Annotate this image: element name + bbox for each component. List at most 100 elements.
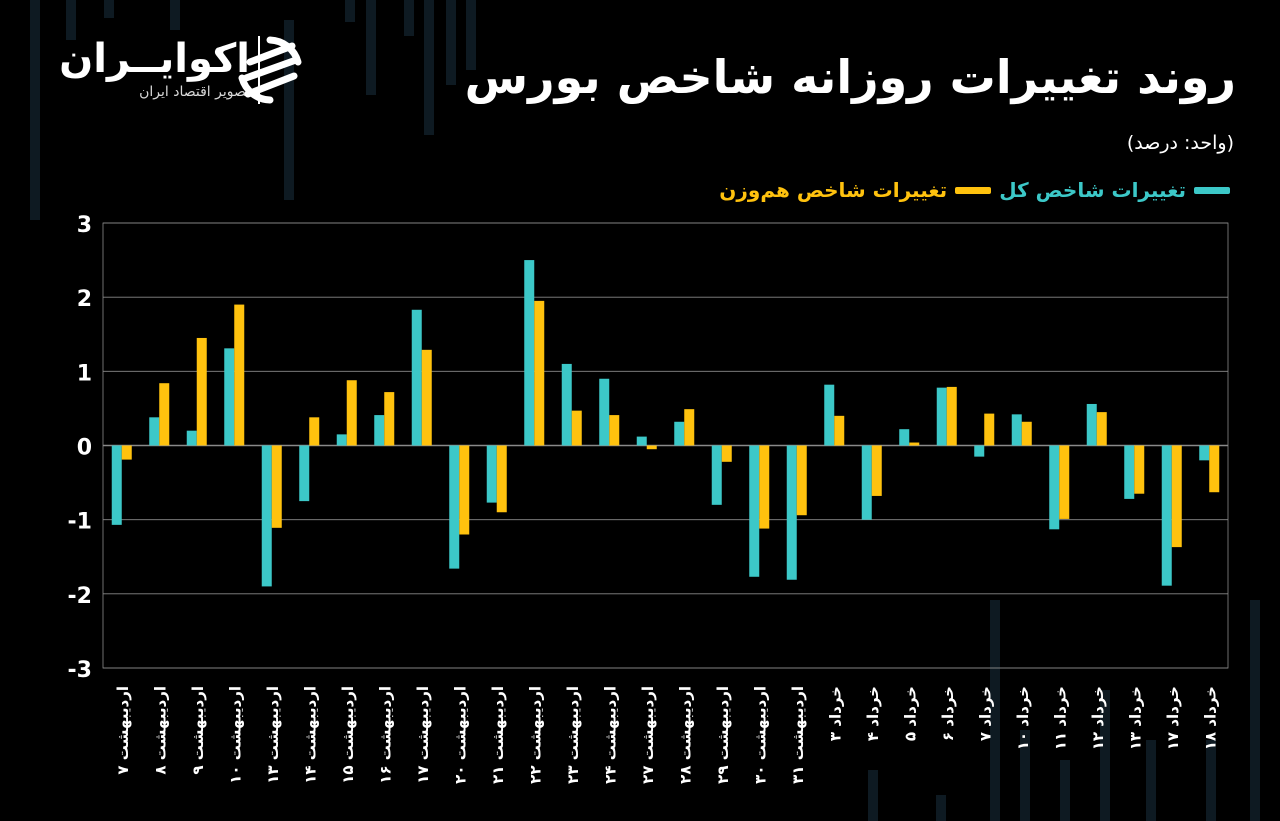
bar-total [411,309,422,446]
decor-candle [1060,760,1070,821]
bar-equal [384,392,395,446]
x-tick-label: ۲۲ اردیبهشت [526,686,544,784]
y-tick-label: 3 [77,213,92,238]
decor-candle [284,20,294,200]
x-tick-label: ۱۳ خرداد [1126,686,1144,750]
x-tick-label: ۱۷ خرداد [1164,686,1182,750]
bar-total [224,348,235,446]
x-tick-label: ۲۳ اردیبهشت [564,686,582,784]
bar-equal [1134,445,1145,494]
bar-equal [796,445,807,516]
legend-item-equal: تغییرات شاخص هم‌وزن [719,178,992,202]
legend-swatch-equal [955,186,992,194]
bar-equal [571,410,582,446]
bar-total [899,429,910,446]
bar-total [749,445,760,577]
bar-equal [496,445,507,513]
x-tick-label: ۱۷ اردیبهشت [414,686,432,784]
decor-candle [424,0,434,135]
x-tick-label: ۱۸ خرداد [1201,686,1219,750]
x-tick-label: ۱۰ اردیبهشت [226,686,244,784]
bar-total [111,445,122,525]
x-tick-label: ۷ اردیبهشت [114,686,132,775]
x-tick-label: ۳۱ اردیبهشت [789,686,807,784]
bar-total [1086,403,1097,446]
bar-equal [609,415,620,446]
y-tick-label: -1 [68,510,92,535]
y-tick-label: 2 [77,287,92,312]
bar-equal [909,442,920,446]
x-tick-label: ۳ خرداد [826,686,844,741]
x-tick-label: ۱۲ خرداد [1089,686,1107,750]
bar-total [786,445,797,580]
brand-name: اکوایــران [59,36,250,82]
decor-candle [366,0,376,95]
bar-equal [346,380,357,446]
bar-total [186,430,197,446]
page-title: روند تغییرات روزانه شاخص بورس [464,50,1236,104]
bar-total [486,445,497,503]
bar-equal [159,383,170,446]
decor-candle [1206,740,1216,821]
x-tick-label: ۲۹ اردیبهشت [714,686,732,784]
x-tick-label: ۲۱ اردیبهشت [489,686,507,784]
bar-total [824,384,835,446]
bar-total [524,260,535,446]
x-tick-label: ۱۶ اردیبهشت [376,686,394,784]
y-tick-label: 0 [77,436,92,461]
x-tick-label: ۸ اردیبهشت [151,686,169,775]
bar-equal [759,445,770,529]
decor-candle [345,0,355,22]
bar-equal [946,386,957,446]
bar-equal [684,409,695,446]
bar-total [336,434,347,446]
x-tick-label: ۴ خرداد [864,686,882,741]
x-tick-label: ۲۰ اردیبهشت [451,686,469,784]
decor-candle [868,770,878,821]
x-tick-label: ۱۴ اردیبهشت [301,686,319,784]
x-tick-label: ۳۰ اردیبهشت [751,686,769,784]
decor-candle [1100,690,1110,821]
decor-candle [1020,730,1030,821]
bar-equal [721,445,732,462]
decor-candle [1146,740,1156,821]
decor-candle [30,0,40,220]
decor-candle [466,0,476,70]
bar-equal [1059,445,1070,519]
chart-legend: تغییرات شاخص کل تغییرات شاخص هم‌وزن [719,178,1230,202]
y-tick-label: 1 [77,361,92,386]
decor-candle [936,795,946,821]
x-tick-label: ۱۰ خرداد [1014,686,1032,750]
bar-total [974,445,985,457]
bar-equal [309,417,320,446]
x-tick-label: ۵ خرداد [901,686,919,741]
bar-total [599,378,610,446]
x-tick-label: ۱۵ اردیبهشت [339,686,357,784]
bar-total [861,445,872,520]
brand-block: اکوایــران تصویر اقتصاد ایران [40,30,340,110]
bar-equal [871,445,882,496]
decor-candle [446,0,456,85]
unit-label: (واحد: درصد) [1126,132,1234,154]
bar-total [1049,445,1060,530]
y-tick-label: -3 [68,658,92,683]
plot-frame [102,222,1229,669]
bar-equal [271,445,282,528]
bar-total [1011,414,1022,446]
bar-total [1161,445,1172,586]
decor-candle [170,0,180,30]
decor-candle [1250,600,1260,821]
ecoiran-swirl-icon [238,36,302,104]
bar-total [674,421,685,446]
x-tick-label: ۶ خرداد [939,686,957,741]
decor-candle [990,600,1000,821]
bar-total [561,363,572,446]
bar-total [374,415,385,446]
bar-total [149,417,160,446]
bar-equal [834,415,845,446]
brand-subtitle: تصویر اقتصاد ایران [139,84,250,100]
bar-total [261,445,272,587]
decor-candle [66,0,76,40]
